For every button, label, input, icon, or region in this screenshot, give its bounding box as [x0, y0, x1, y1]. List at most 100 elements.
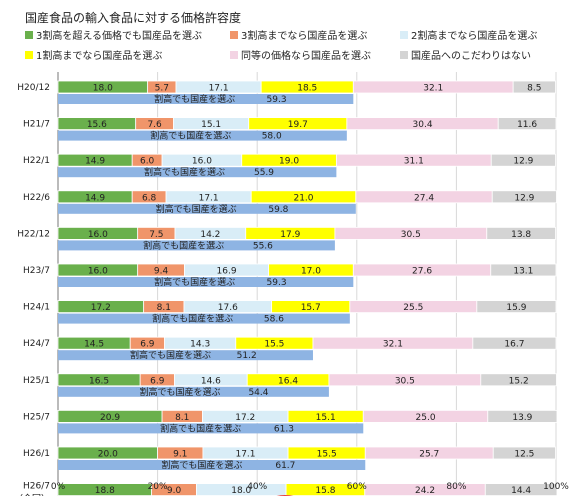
bar-segment — [472, 336, 557, 350]
summary-label: 割高でも国産を選ぶ — [156, 203, 237, 215]
summary-value: 55.6 — [253, 241, 273, 251]
legend-label: 2割高までなら国産品を選ぶ — [411, 29, 537, 42]
value-label: 14.6 — [201, 376, 221, 386]
value-label: 17.9 — [280, 230, 300, 240]
bars: H20/12 18.0 5.7 17.1 18.5 32.1 8.5 割高でも国産を選ぶ 59.… — [14, 80, 558, 496]
value-label: 20.0 — [98, 450, 118, 460]
summary-value: 61.7 — [275, 461, 295, 471]
value-label: 21.0 — [293, 193, 313, 203]
summary-label: 割高でも国産を選ぶ — [154, 93, 235, 105]
summary-value: 59.8 — [268, 205, 288, 215]
value-label: 18.5 — [297, 84, 317, 94]
value-label: 30.5 — [395, 376, 415, 386]
category-sublabel: （今回） — [14, 493, 50, 496]
summary-value: 51.2 — [237, 351, 257, 361]
value-label: 5.7 — [155, 84, 169, 94]
value-label: 32.1 — [423, 84, 443, 94]
value-label: 14.9 — [85, 157, 105, 167]
category-label: H24/1 — [23, 303, 50, 313]
value-label: 17.2 — [91, 303, 111, 313]
summary-bar — [58, 386, 329, 397]
value-label: 15.2 — [509, 376, 529, 386]
summary-value: 55.9 — [254, 168, 274, 178]
legend-swatch — [400, 31, 408, 39]
legend-swatch — [25, 51, 33, 59]
value-label: 14.2 — [200, 230, 220, 240]
value-label: 16.5 — [89, 376, 109, 386]
summary-label: 割高でも国産を選ぶ — [140, 386, 221, 398]
value-label: 24.2 — [415, 486, 435, 496]
value-label: 17.2 — [235, 413, 255, 423]
value-label: 16.0 — [192, 157, 212, 167]
value-label: 19.0 — [279, 157, 299, 167]
value-label: 18.8 — [95, 486, 115, 496]
bar-segment — [486, 226, 556, 240]
value-label: 14.4 — [511, 486, 531, 496]
value-label: 9.1 — [173, 450, 187, 460]
x-tick-label: 40% — [247, 482, 267, 492]
summary-bar — [58, 460, 366, 470]
gridlines — [57, 72, 557, 496]
value-label: 16.0 — [88, 267, 108, 277]
legend-label: 3割高を超える価格でも国産品を選ぶ — [36, 29, 202, 42]
category-label: H26/1 — [23, 449, 50, 459]
value-label: 6.9 — [150, 376, 165, 386]
value-label: 25.5 — [403, 303, 423, 313]
legend-label: 1割高までなら国産品を選ぶ — [36, 49, 162, 62]
chart-title: 国産食品の輸入食品に対する価格許容度 — [25, 10, 241, 25]
bar-segment — [487, 409, 558, 423]
value-label: 17.0 — [301, 267, 321, 277]
category-label: H22/12 — [17, 229, 50, 239]
value-label: 15.9 — [506, 303, 526, 313]
value-label: 13.1 — [513, 267, 533, 277]
summary-value: 59.3 — [267, 278, 287, 288]
summary-value: 54.4 — [248, 388, 268, 398]
legend: 3割高を超える価格でも国産品を選ぶ 3割高までなら国産品を選ぶ 2割高までなら国産品… — [25, 29, 537, 62]
value-label: 7.6 — [147, 120, 162, 130]
value-label: 18.0 — [231, 486, 251, 496]
value-label: 15.1 — [201, 120, 221, 130]
summary-bar — [58, 350, 313, 361]
value-label: 9.0 — [167, 486, 182, 496]
value-label: 16.0 — [88, 230, 108, 240]
summary-label: 割高でも国産を選ぶ — [144, 166, 225, 178]
summary-label: 割高でも国産を選ぶ — [130, 349, 211, 361]
value-label: 13.8 — [511, 230, 531, 240]
value-label: 15.1 — [316, 413, 336, 423]
summary-bar — [58, 240, 335, 251]
value-label: 7.5 — [149, 230, 163, 240]
bar-segment — [490, 263, 557, 277]
bar-segment — [492, 446, 556, 460]
value-label: 17.1 — [209, 84, 229, 94]
summary-bar — [58, 203, 356, 214]
summary-value: 58.0 — [262, 132, 282, 142]
legend-swatch — [230, 31, 238, 39]
value-label: 8.5 — [527, 84, 541, 94]
summary-bar — [58, 94, 354, 104]
value-label: 30.4 — [413, 120, 433, 130]
legend-swatch — [400, 51, 408, 59]
value-label: 17.6 — [218, 303, 238, 313]
legend-swatch — [25, 31, 33, 39]
category-label: H20/12 — [17, 83, 50, 93]
value-label: 31.1 — [404, 157, 424, 167]
value-label: 16.7 — [504, 340, 524, 350]
value-label: 15.5 — [317, 450, 337, 460]
value-label: 8.1 — [175, 413, 189, 423]
summary-bar — [58, 130, 347, 141]
legend-label: 国産品へのこだわりはない — [411, 49, 531, 62]
value-label: 27.6 — [412, 267, 432, 277]
x-tick-label: 60% — [347, 482, 367, 492]
category-label: H22/6 — [23, 193, 50, 203]
bar-segment — [476, 300, 557, 314]
value-label: 12.5 — [514, 450, 534, 460]
summary-label: 割高でも国産を選ぶ — [143, 239, 224, 251]
value-label: 12.9 — [513, 157, 533, 167]
category-label: H25/7 — [23, 412, 50, 422]
value-label: 6.9 — [140, 340, 155, 350]
summary-bar — [58, 423, 364, 434]
value-label: 9.4 — [154, 267, 169, 277]
value-label: 20.9 — [100, 413, 120, 423]
value-label: 8.1 — [157, 303, 171, 313]
